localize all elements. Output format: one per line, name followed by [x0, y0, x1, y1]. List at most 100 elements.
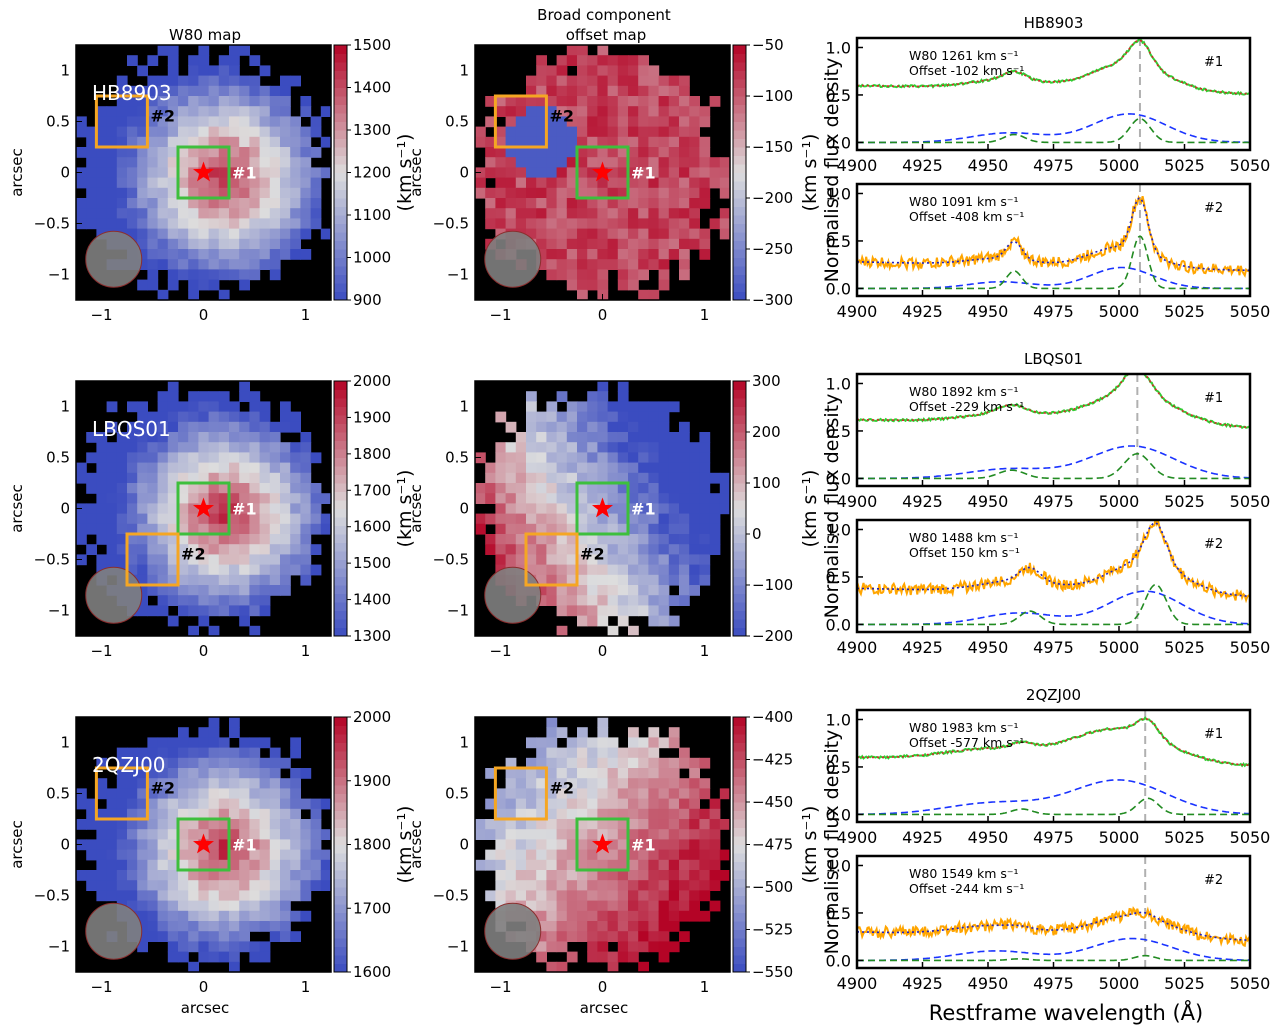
annotation-w80: W80 1261 km s⁻¹	[909, 48, 1019, 63]
map-pixel	[566, 880, 578, 891]
map-pixel	[280, 462, 291, 474]
map-pixel	[116, 778, 128, 789]
map-pixel	[178, 136, 189, 148]
colorbar-step	[334, 725, 347, 735]
map-pixel	[648, 900, 660, 912]
map-pixel	[689, 218, 700, 230]
map-pixel	[577, 757, 588, 769]
map-pixel	[218, 289, 230, 301]
map-pixel	[546, 452, 558, 464]
map-pixel	[269, 574, 281, 586]
colorbar-step	[733, 776, 746, 786]
map-pixel	[526, 106, 537, 117]
map-pixel	[638, 198, 649, 209]
map-pixel	[668, 472, 680, 484]
map-pixel	[658, 432, 670, 443]
map-pixel	[556, 116, 568, 128]
map-pixel	[86, 218, 97, 230]
map-pixel	[577, 147, 588, 158]
map-pixel	[577, 279, 588, 291]
map-pixel	[699, 849, 711, 861]
map-pixel	[167, 198, 179, 209]
map-pixel	[239, 493, 250, 504]
map-pixel	[668, 544, 680, 555]
map-pixel	[566, 819, 578, 830]
map-pixel	[638, 513, 649, 525]
map-pixel	[178, 595, 189, 606]
map-pixel	[689, 503, 700, 515]
map-pixel	[628, 279, 639, 291]
x-tick-label: 4975	[1033, 492, 1074, 511]
map-pixel	[587, 819, 598, 830]
map-pixel	[709, 167, 721, 179]
map-pixel	[607, 85, 619, 97]
map-pixel	[76, 513, 87, 525]
map-pixel	[116, 513, 128, 525]
map-pixel	[147, 534, 159, 545]
map-pixel	[290, 788, 301, 800]
map-pixel	[116, 819, 128, 830]
map-pixel	[658, 513, 670, 525]
map-pixel	[310, 564, 322, 576]
map-pixel	[147, 249, 159, 260]
map-pixel	[546, 238, 558, 250]
map-pixel	[699, 534, 711, 545]
map-pixel	[658, 411, 670, 423]
map-pixel	[638, 96, 649, 107]
map-pixel	[485, 96, 496, 107]
x-tick-label: −1	[90, 642, 112, 660]
map-pixel	[269, 157, 281, 168]
map-pixel	[556, 106, 568, 117]
map-pixel	[699, 432, 711, 443]
map-pixel	[157, 391, 169, 402]
map-pixel	[137, 595, 148, 606]
map-pixel	[290, 534, 301, 545]
map-pixel	[188, 493, 199, 504]
map-pixel	[556, 187, 568, 199]
map-pixel	[485, 157, 496, 168]
map-pixel	[239, 228, 250, 240]
map-pixel	[86, 157, 97, 168]
y-tick-label: 0.5	[826, 422, 851, 441]
map-pixel	[198, 605, 210, 617]
map-pixel	[188, 849, 199, 861]
colorbar-step	[334, 576, 347, 586]
map-pixel	[597, 757, 609, 769]
region-label-1: #1	[232, 164, 257, 183]
map-pixel	[178, 605, 189, 617]
map-pixel	[628, 208, 639, 219]
map-pixel	[495, 859, 507, 871]
colorbar-step	[334, 232, 347, 241]
map-pixel	[658, 238, 670, 250]
map-pixel	[167, 839, 179, 851]
colorbar-step	[733, 742, 746, 752]
map-pixel	[239, 432, 250, 443]
map-pixel	[648, 198, 660, 209]
map-pixel	[668, 870, 680, 881]
map-pixel	[198, 269, 210, 281]
map-pixel	[147, 544, 159, 555]
map-pixel	[587, 85, 598, 97]
map-pixel	[218, 401, 230, 413]
map-pixel	[536, 136, 547, 148]
map-pixel	[137, 859, 148, 871]
map-pixel	[668, 208, 680, 219]
map-pixel	[648, 452, 660, 464]
map-pixel	[147, 808, 159, 820]
map-pixel	[577, 574, 588, 586]
region-label: #2	[1204, 537, 1223, 552]
map-pixel	[208, 462, 220, 474]
map-pixel	[239, 269, 250, 281]
map-pixel	[106, 126, 118, 138]
map-pixel	[280, 880, 291, 891]
map-pixel	[280, 900, 291, 912]
map-pixel	[546, 462, 558, 474]
map-pixel	[239, 96, 250, 107]
map-pixel	[689, 187, 700, 199]
y-tick-label: 0.0	[826, 133, 851, 152]
map-pixel	[157, 808, 169, 820]
map-pixel	[178, 147, 189, 158]
map-pixel	[137, 442, 148, 453]
map-pixel	[628, 493, 639, 504]
colorbar-step	[733, 870, 746, 879]
